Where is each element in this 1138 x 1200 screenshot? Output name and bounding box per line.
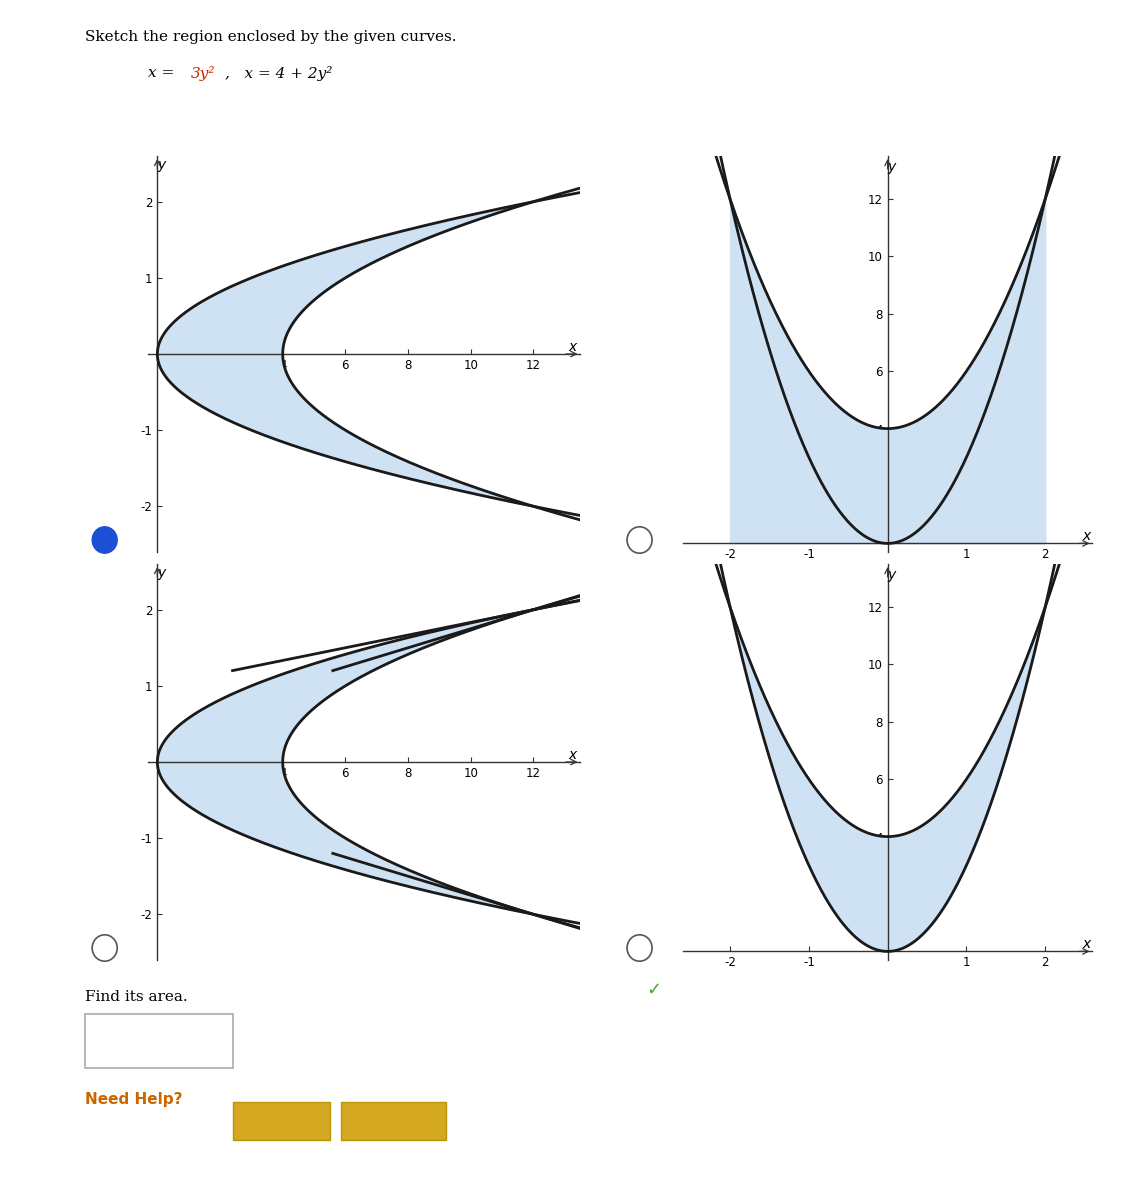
Text: x: x <box>1082 937 1090 952</box>
Text: Read It: Read It <box>259 1115 304 1127</box>
Text: y: y <box>157 566 166 580</box>
Text: y: y <box>888 160 896 174</box>
Text: x: x <box>568 340 576 354</box>
Text: ,   x = 4 + 2y²: , x = 4 + 2y² <box>225 66 332 80</box>
Text: y: y <box>888 568 896 582</box>
Text: x: x <box>1082 529 1090 544</box>
Text: ✓: ✓ <box>646 982 662 998</box>
Text: Find its area.: Find its area. <box>85 990 188 1004</box>
Text: x =: x = <box>148 66 179 80</box>
Text: Watch It: Watch It <box>368 1115 420 1127</box>
Text: x: x <box>568 748 576 762</box>
Text: 3y²: 3y² <box>191 66 216 80</box>
Text: Sketch the region enclosed by the given curves.: Sketch the region enclosed by the given … <box>85 30 456 44</box>
Text: y: y <box>157 158 166 172</box>
Text: Need Help?: Need Help? <box>85 1092 183 1106</box>
